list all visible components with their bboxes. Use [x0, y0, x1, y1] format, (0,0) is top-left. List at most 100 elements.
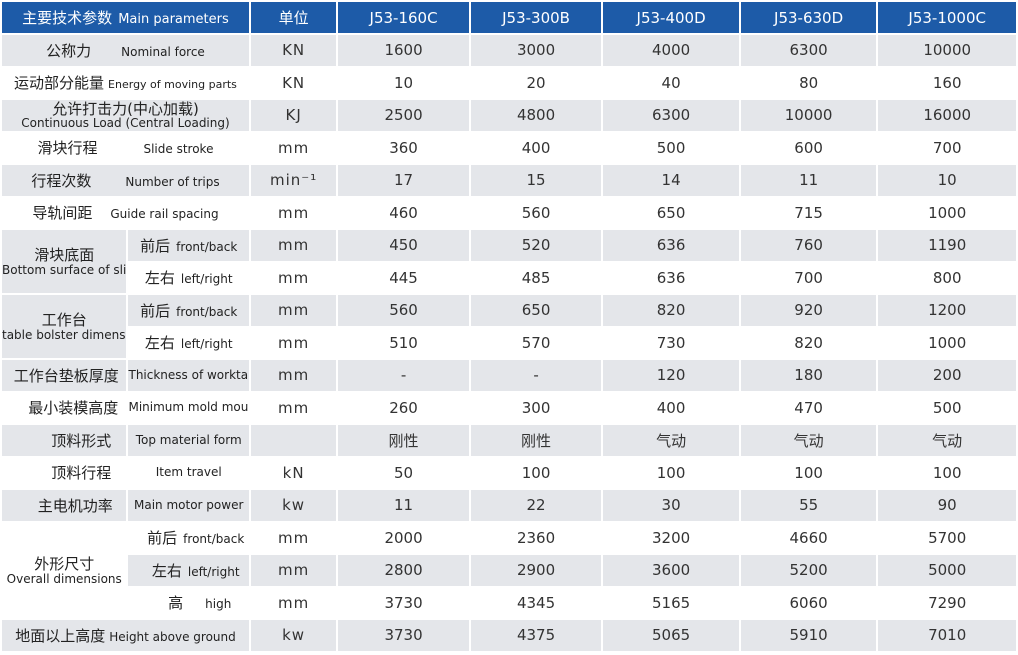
cell-value: 715 — [740, 197, 877, 228]
cell-value: 700 — [878, 132, 1016, 163]
row-label-en: Height above ground — [109, 629, 236, 644]
cell-value: 180 — [740, 360, 877, 391]
sub-label-en: front/back — [176, 239, 238, 254]
cell-value: 560 — [338, 295, 469, 326]
cell-value: 100 — [470, 457, 602, 488]
table-row: 运动部分能量 Energy of moving parts KN 10 20 40… — [2, 67, 1016, 98]
table-row: 左右 left/right mm 510 570 730 820 1000 — [2, 327, 1016, 358]
cell-value: 700 — [740, 262, 877, 293]
cell-value: 刚性 — [470, 425, 602, 456]
cell-value: 100 — [740, 457, 877, 488]
cell-value: 气动 — [878, 425, 1016, 456]
table-row: 顶料形式 Top material form 刚性 刚性 气动 气动 气动 — [2, 425, 1016, 456]
group-label-zh: 滑块底面 — [34, 246, 95, 264]
header-model: J53-1000C — [878, 2, 1016, 33]
sub-label-en: left/right — [180, 272, 233, 287]
cell-value: 气动 — [740, 425, 877, 456]
row-label-en: Item travel — [128, 457, 249, 488]
row-unit: kN — [250, 457, 337, 488]
row-label-en: Energy of moving parts — [108, 78, 237, 92]
cell-value: 2800 — [338, 555, 469, 586]
row-unit: kw — [250, 620, 337, 651]
cell-value: 570 — [470, 327, 602, 358]
cell-value: 气动 — [603, 425, 739, 456]
cell-value: 40 — [603, 67, 739, 98]
row-label-en: Nominal force — [121, 44, 205, 59]
row-unit: mm — [250, 262, 337, 293]
cell-value: 11 — [740, 165, 877, 196]
cell-value: 3200 — [603, 522, 739, 553]
cell-value: 650 — [603, 197, 739, 228]
table-row: 工作台垫板厚度 Thickness of worktable base plat… — [2, 360, 1016, 391]
table-row: 最小装模高度 Minimum mold mounting height mm 2… — [2, 392, 1016, 423]
cell-value: 650 — [470, 295, 602, 326]
row-unit: mm — [250, 555, 337, 586]
row-unit: mm — [250, 295, 337, 326]
group-label-overall: 外形尺寸 Overall dimensions — [2, 522, 127, 618]
cell-value: 800 — [878, 262, 1016, 293]
cell-value: 6060 — [740, 587, 877, 618]
sub-label: 高 high — [128, 587, 249, 618]
cell-value: 100 — [878, 457, 1016, 488]
cell-value: 10000 — [740, 100, 877, 131]
row-unit: mm — [250, 522, 337, 553]
sub-label: 左右 left/right — [128, 327, 249, 358]
cell-value: 10 — [338, 67, 469, 98]
cell-value: 3600 — [603, 555, 739, 586]
cell-value: 760 — [740, 230, 877, 261]
cell-value: 11 — [338, 490, 469, 521]
cell-value: 100 — [603, 457, 739, 488]
row-label: 公称力 Nominal force — [2, 35, 249, 66]
cell-value: 30 — [603, 490, 739, 521]
cell-value: - — [470, 360, 602, 391]
row-label: 行程次数 Number of trips — [2, 165, 249, 196]
cell-value: 5165 — [603, 587, 739, 618]
cell-value: 3730 — [338, 620, 469, 651]
cell-value: 7010 — [878, 620, 1016, 651]
row-label-en: Continuous Load (Central Loading) — [21, 116, 230, 131]
header-param-zh: 主要技术参数 — [22, 9, 113, 27]
header-model: J53-160C — [338, 2, 469, 33]
row-label-zh: 公称力 — [46, 41, 92, 60]
sub-label-zh: 前后 — [147, 529, 178, 548]
row-label-zh: 主电机功率 — [2, 490, 127, 521]
row-label-zh: 行程次数 — [31, 171, 92, 190]
table-row: 外形尺寸 Overall dimensions 前后 front/back mm 2… — [2, 522, 1016, 618]
cell-value: 260 — [338, 392, 469, 423]
sub-label-zh: 前后 — [140, 236, 171, 255]
cell-value: 485 — [470, 262, 602, 293]
row-label-en: Slide stroke — [143, 142, 214, 157]
sub-label-zh: 左右 — [151, 561, 182, 580]
row-label: 地面以上高度 Height above ground — [2, 620, 249, 651]
cell-value: 470 — [740, 392, 877, 423]
cell-value: 300 — [470, 392, 602, 423]
row-label: 允许打击力(中心加载) Continuous Load (Central Load… — [2, 100, 249, 131]
cell-value: 450 — [338, 230, 469, 261]
cell-value: 1000 — [878, 327, 1016, 358]
table-row: 左右 left/right mm 445 485 636 700 800 — [2, 262, 1016, 293]
row-unit — [250, 425, 337, 456]
cell-value: 600 — [740, 132, 877, 163]
cell-value: 2360 — [470, 522, 602, 553]
cell-value: 4660 — [740, 522, 877, 553]
group-label-en: table bolster dimension — [2, 328, 126, 342]
cell-value: 5000 — [878, 555, 1016, 586]
header-model: J53-630D — [740, 2, 877, 33]
cell-value: 560 — [470, 197, 602, 228]
table-row: 允许打击力(中心加载) Continuous Load (Central Load… — [2, 100, 1016, 131]
sub-label: 前后 front/back — [128, 295, 249, 326]
sub-label-en: front/back — [183, 532, 245, 547]
cell-value: 400 — [470, 132, 602, 163]
header-model: J53-300B — [470, 2, 602, 33]
header-unit: 单位 — [250, 2, 337, 33]
cell-value: 2500 — [338, 100, 469, 131]
row-unit: min⁻¹ — [250, 165, 337, 196]
row-label-en: Main motor power — [128, 490, 249, 521]
cell-value: 730 — [603, 327, 739, 358]
cell-value: 1000 — [878, 197, 1016, 228]
sub-label-en: left/right — [187, 564, 240, 579]
cell-value: 3000 — [470, 35, 602, 66]
